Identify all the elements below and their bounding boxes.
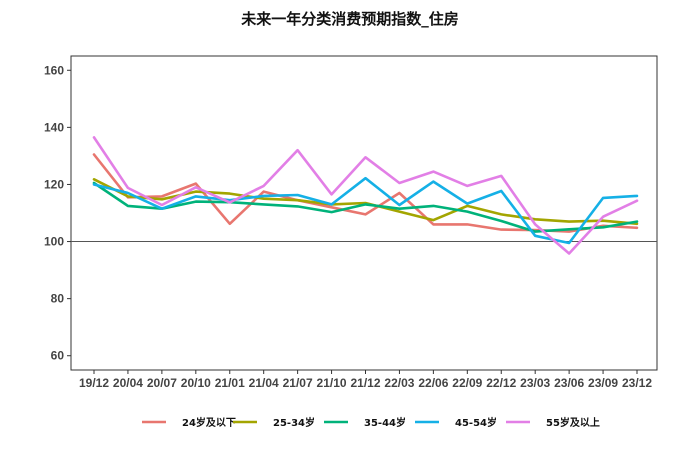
- y-tick-label: 120: [44, 177, 64, 191]
- x-tick-label: 21/01: [215, 376, 245, 390]
- legend-label-1: 24岁及以下: [182, 416, 236, 429]
- series-line-3: [92, 181, 639, 233]
- x-tick-label: 22/03: [384, 376, 414, 390]
- series-line-4: [92, 176, 639, 245]
- x-tick-label: 21/10: [317, 376, 347, 390]
- y-tick-label: 60: [51, 349, 65, 363]
- x-tick-label: 23/09: [588, 376, 618, 390]
- y-axis: 60 80 100 120 140 160: [44, 63, 71, 363]
- x-tick-label: 21/07: [283, 376, 313, 390]
- x-tick-label: 20/10: [181, 376, 211, 390]
- x-tick-label: 22/12: [486, 376, 516, 390]
- x-tick-label: 23/12: [622, 376, 652, 390]
- x-tick-label: 21/04: [249, 376, 279, 390]
- legend-label-5: 55岁及以上: [546, 416, 600, 429]
- series-line-5: [92, 136, 639, 255]
- x-tick-label: 20/07: [147, 376, 177, 390]
- legend-label-2: 25-34岁: [273, 416, 315, 429]
- x-tick-label: 22/09: [452, 376, 482, 390]
- x-tick-label: 21/12: [350, 376, 380, 390]
- y-tick-label: 100: [44, 235, 64, 249]
- legend: 24岁及以下 25-34岁 35-44岁 45-54岁 55岁及以上: [142, 416, 600, 429]
- x-tick-label: 22/06: [418, 376, 448, 390]
- series-layer: [92, 136, 639, 255]
- x-tick-label: 20/04: [113, 376, 143, 390]
- x-tick-label: 23/06: [554, 376, 584, 390]
- x-axis: 19/12 20/04 20/07 20/10 21/01 21/04 21/07 21/10…: [79, 370, 652, 390]
- x-tick-label: 23/03: [520, 376, 550, 390]
- x-tick-label: 19/12: [79, 376, 109, 390]
- legend-label-4: 45-54岁: [455, 416, 497, 429]
- y-tick-label: 80: [51, 292, 65, 306]
- y-tick-label: 140: [44, 120, 64, 134]
- y-tick-label: 160: [44, 63, 64, 77]
- chart-title: 未来一年分类消费预期指数_住房: [241, 10, 459, 28]
- legend-label-3: 35-44岁: [364, 416, 406, 429]
